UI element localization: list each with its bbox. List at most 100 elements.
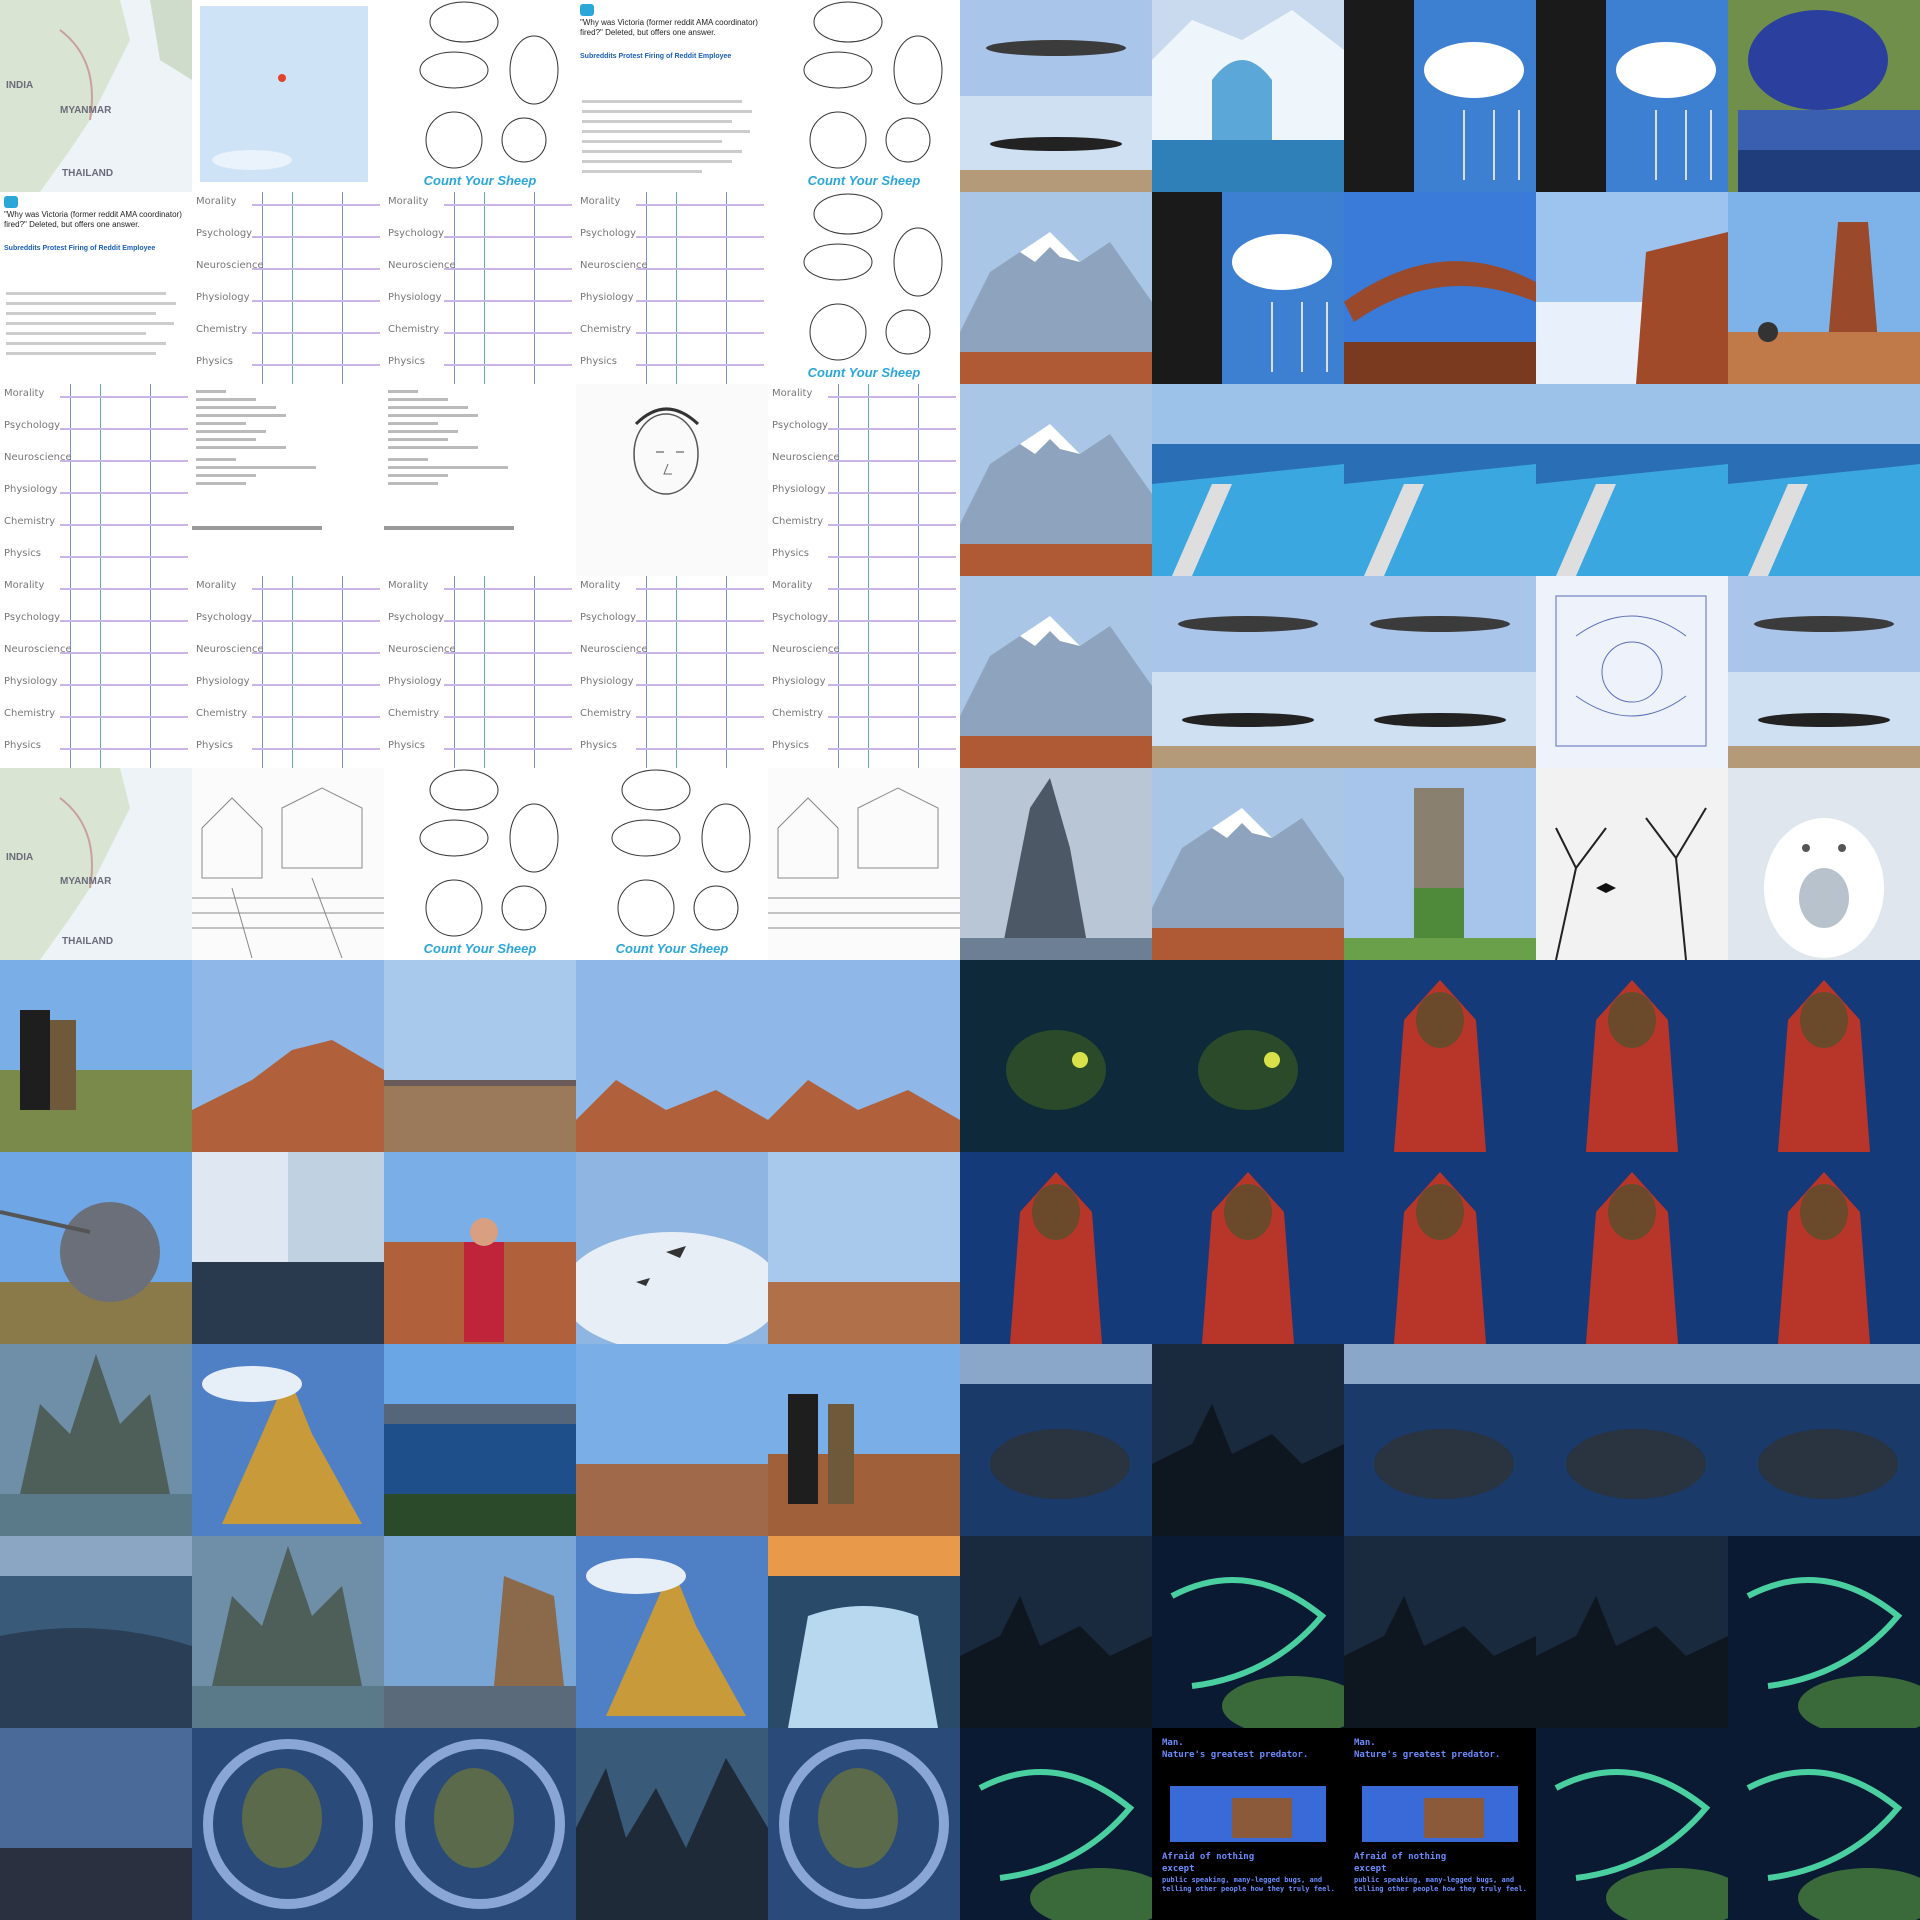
thumb-chart[interactable]: Morality Psychology Neuroscience Physiology… [768, 576, 960, 768]
thumb-mountains[interactable] [1152, 768, 1344, 960]
thumb-sea-creature[interactable] [1536, 1728, 1728, 1920]
thumb-man-red-rocks[interactable] [384, 1152, 576, 1344]
thumb-iceberg[interactable] [1152, 0, 1344, 192]
thumb-statue-clouds[interactable] [1536, 0, 1728, 192]
thumb-jets-clouds[interactable] [576, 1152, 768, 1344]
thumb-map[interactable]: INDIA MYANMAR THAILAND [0, 0, 192, 192]
thumb-red-rocks[interactable] [576, 960, 768, 1152]
thumb-armored-warrior[interactable] [1344, 1152, 1536, 1344]
thumb-chart[interactable]: Morality Psychology Neuroscience Physiology… [192, 192, 384, 384]
thumb-golden-castle[interactable] [192, 1344, 384, 1536]
thumb-waterfall-sunset[interactable] [768, 1536, 960, 1728]
thumb-spaceship[interactable] [960, 0, 1152, 192]
thumb-desert-plain[interactable] [768, 1152, 960, 1344]
thumb-armored-warrior[interactable] [1536, 1152, 1728, 1344]
thumb-sea-spire[interactable] [960, 768, 1152, 960]
thumb-map[interactable]: INDIA MYANMAR THAILAND [0, 768, 192, 960]
thumb-dusk-hills[interactable] [0, 1728, 192, 1920]
thumb-armored-warrior[interactable] [960, 1152, 1152, 1344]
thumb-alien-swirl[interactable] [192, 1728, 384, 1920]
thumb-statue-clouds[interactable] [1152, 192, 1344, 384]
thumb-fantasy-island[interactable] [0, 1344, 192, 1536]
thumb-blue-sketch[interactable] [1536, 576, 1728, 768]
thumb-armored-warrior[interactable] [1536, 960, 1728, 1152]
thumb-alien-swirl[interactable] [768, 1728, 960, 1920]
thumb-ice-shelf[interactable] [192, 1152, 384, 1344]
tweet-link[interactable]: Subreddits Protest Firing of Reddit Empl… [580, 53, 732, 60]
thumb-chart[interactable]: Morality Psychology Neuroscience Physiology… [768, 384, 960, 576]
thumb-game-screen[interactable]: Man. Nature's greatest predator. Afraid … [1344, 1728, 1536, 1920]
thumb-desert-plain[interactable] [576, 1344, 768, 1536]
thumb-hikers-desert[interactable] [0, 960, 192, 1152]
thumb-tweet[interactable]: "Why was Victoria (former reddit AMA coo… [576, 0, 768, 192]
thumb-chart[interactable]: Morality Psychology Neuroscience Physiology… [576, 192, 768, 384]
thumb-sea-creature[interactable] [1152, 1536, 1344, 1728]
thumb-sea-creature[interactable] [1728, 1536, 1920, 1728]
thumb-armored-warrior[interactable] [1344, 960, 1536, 1152]
thumb-mountains[interactable] [960, 576, 1152, 768]
thumb-dark-city[interactable] [1344, 1536, 1536, 1728]
thumb-armored-warrior[interactable] [1728, 1152, 1920, 1344]
thumb-mech-robot[interactable] [0, 1152, 192, 1344]
thumb-code-text[interactable] [384, 384, 576, 576]
thumb-chart[interactable]: Morality Psychology Neuroscience Physiology… [576, 576, 768, 768]
thumb-chart[interactable]: Morality Psychology Neuroscience Physiology… [384, 576, 576, 768]
thumb-comic[interactable]: Count Your Sheep [768, 0, 960, 192]
thumb-desert-plain[interactable] [384, 960, 576, 1152]
thumb-whale-shark[interactable] [1536, 1344, 1728, 1536]
thumb-hoodoo-hikers[interactable] [1728, 192, 1920, 384]
thumb-chart[interactable]: Morality Psychology Neuroscience Physiology… [0, 576, 192, 768]
thumb-spaceship[interactable] [1152, 576, 1344, 768]
thumb-code-text[interactable] [192, 384, 384, 576]
thumb-infinity-pool[interactable] [1728, 384, 1920, 576]
thumb-chart[interactable]: Morality Psychology Neuroscience Physiology… [192, 576, 384, 768]
thumb-dark-city[interactable] [1536, 1536, 1728, 1728]
thumb-infinity-pool[interactable] [1536, 384, 1728, 576]
thumb-statue-clouds[interactable] [1344, 0, 1536, 192]
thumb-cliff-clouds[interactable] [1536, 192, 1728, 384]
thumb-game-screen[interactable]: Man. Nature's greatest predator. Afraid … [1152, 1728, 1344, 1920]
thumb-rock-arch[interactable] [1344, 192, 1536, 384]
thumb-dark-city[interactable] [960, 1536, 1152, 1728]
thumb-sea-creature[interactable] [960, 1728, 1152, 1920]
thumb-comic[interactable]: Count Your Sheep [576, 768, 768, 960]
thumb-pencil-portrait[interactable] [576, 384, 768, 576]
thumb-books-ceramic[interactable] [1728, 0, 1920, 192]
thumb-undersea-scene[interactable] [960, 960, 1152, 1152]
thumb-tower[interactable] [1344, 768, 1536, 960]
thumb-red-rocks[interactable] [192, 960, 384, 1152]
thumb-alien-swirl[interactable] [384, 1728, 576, 1920]
thumb-comic[interactable]: Count Your Sheep [384, 0, 576, 192]
thumb-infinity-pool[interactable] [1152, 384, 1344, 576]
thumb-fantasy-island[interactable] [192, 1536, 384, 1728]
thumb-whale-shark[interactable] [960, 1344, 1152, 1536]
thumb-whale-shark[interactable] [1344, 1344, 1536, 1536]
thumb-snow-totoro[interactable] [1728, 768, 1920, 960]
thumb-dark-city[interactable] [1152, 1344, 1344, 1536]
thumb-chart[interactable]: Morality Psychology Neuroscience Physiology… [384, 192, 576, 384]
tweet-link[interactable]: Subreddits Protest Firing of Reddit Empl… [4, 245, 156, 252]
thumb-red-rocks[interactable] [768, 960, 960, 1152]
thumb-golden-castle[interactable] [576, 1536, 768, 1728]
thumb-spaceship[interactable] [1728, 576, 1920, 768]
thumb-sketch-town[interactable] [192, 768, 384, 960]
thumb-mountains[interactable] [960, 384, 1152, 576]
thumb-infinity-pool[interactable] [1344, 384, 1536, 576]
thumb-mountains[interactable] [960, 192, 1152, 384]
thumb-bare-tree[interactable] [1536, 768, 1728, 960]
thumb-armored-warrior[interactable] [1152, 1152, 1344, 1344]
thumb-undersea-scene[interactable] [1152, 960, 1344, 1152]
thumb-sketch-town[interactable] [768, 768, 960, 960]
thumb-sea-creature[interactable] [1728, 1728, 1920, 1920]
thumb-sea-rock[interactable] [384, 1536, 576, 1728]
thumb-armored-warrior[interactable] [1728, 960, 1920, 1152]
thumb-comic[interactable]: Count Your Sheep [384, 768, 576, 960]
thumb-spaceship[interactable] [1344, 576, 1536, 768]
thumb-comic[interactable]: Count Your Sheep [768, 192, 960, 384]
thumb-ocean-shore[interactable] [0, 1536, 192, 1728]
thumb-lake[interactable] [384, 1344, 576, 1536]
thumb-gothic-city[interactable] [576, 1728, 768, 1920]
thumb-chart[interactable]: Morality Psychology Neuroscience Physiology… [0, 384, 192, 576]
thumb-hikers-desert[interactable] [768, 1344, 960, 1536]
thumb-sky-balloon[interactable] [192, 0, 384, 192]
